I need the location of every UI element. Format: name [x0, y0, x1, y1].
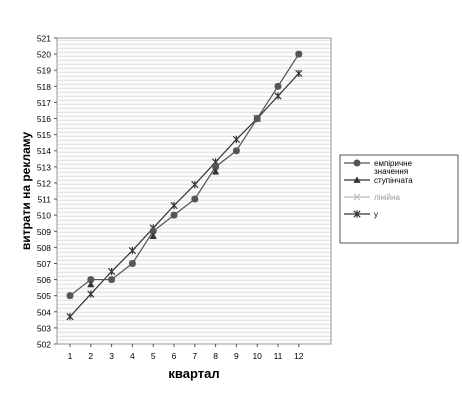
legend-marker	[353, 176, 361, 183]
legend-label: емпіричне значення	[374, 159, 413, 176]
legend-box	[339, 154, 459, 244]
y-tick-label: 513	[37, 162, 51, 172]
y-tick-label: 507	[37, 259, 51, 269]
x-tick-label: 2	[88, 351, 93, 361]
y-tick-label: 515	[37, 130, 51, 140]
y-tick-label: 511	[37, 195, 51, 205]
legend-marker	[353, 210, 361, 218]
data-point	[128, 259, 136, 267]
x-tick-label: 9	[234, 351, 239, 361]
x-tick-label: 4	[130, 351, 135, 361]
legend-item: ступінчата	[344, 176, 413, 185]
x-tick-label: 5	[151, 351, 156, 361]
x-axis: 1 2 3 4 5 6 7 8 9 10 11 12	[68, 344, 304, 361]
y-tick-label: 510	[37, 211, 51, 221]
y-axis: 502 503 504 505 506 507 508 509 510 511 512 513 514 5…	[37, 34, 57, 350]
data-point	[232, 135, 241, 144]
legend-label: у	[374, 210, 378, 219]
data-point	[232, 147, 240, 155]
y-tick-label: 518	[37, 82, 51, 92]
legend-label: лінійна	[374, 193, 401, 202]
y-axis-label: витрати на рекламу	[19, 132, 33, 251]
y-tick-label: 519	[37, 66, 51, 76]
series-2	[87, 168, 220, 288]
x-tick-label: 8	[213, 351, 218, 361]
legend-item: емпіричне значення	[344, 159, 413, 176]
plot-area	[56, 37, 332, 345]
legend-item: у	[344, 210, 378, 219]
data-point	[66, 292, 74, 300]
data-point	[191, 195, 199, 203]
data-point	[274, 82, 282, 90]
data-point	[87, 280, 95, 288]
data-point	[253, 115, 261, 123]
data-point	[170, 201, 178, 210]
legend-marker	[353, 159, 361, 167]
y-tick-label: 503	[37, 323, 51, 333]
y-tick-label: 516	[37, 114, 51, 124]
x-tick-label: 10	[252, 351, 262, 361]
series-layer	[66, 50, 303, 321]
y-tick-label: 502	[37, 340, 51, 350]
y-tick-label: 521	[37, 34, 51, 44]
series-line	[69, 73, 300, 318]
data-point	[87, 290, 95, 298]
y-tick-label: 512	[37, 178, 51, 188]
x-tick-label: 1	[68, 351, 73, 361]
y-tick-label: 517	[37, 98, 51, 108]
data-point	[170, 211, 178, 219]
legend-marker	[353, 193, 361, 201]
y-tick-label: 504	[37, 307, 51, 317]
x-tick-label: 11	[274, 351, 283, 361]
data-point	[191, 180, 199, 189]
x-tick-label: 6	[172, 351, 177, 361]
data-point	[149, 232, 157, 239]
data-point	[274, 92, 282, 100]
y-tick-label: 514	[37, 146, 51, 156]
y-tick-label: 509	[37, 227, 51, 237]
y-tick-label: 508	[37, 243, 51, 253]
data-point	[295, 69, 303, 78]
data-point	[128, 246, 137, 255]
x-tick-label: 12	[294, 351, 304, 361]
data-point	[107, 267, 116, 276]
data-point	[66, 312, 74, 321]
x-tick-label: 3	[109, 351, 114, 361]
legend-item: лінійна	[344, 193, 401, 202]
x-tick-label: 7	[192, 351, 197, 361]
legend-label: ступінчата	[374, 176, 413, 185]
data-point	[295, 50, 303, 58]
data-point	[212, 168, 220, 175]
data-point	[108, 276, 116, 284]
y-tick-label: 520	[37, 50, 51, 60]
y-tick-label: 505	[37, 291, 51, 301]
x-axis-label: квартал	[168, 366, 219, 381]
y-tick-label: 506	[37, 275, 51, 285]
